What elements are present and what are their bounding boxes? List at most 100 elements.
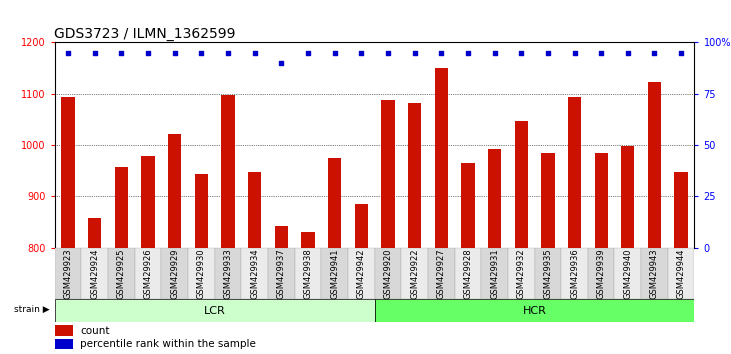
Bar: [295, 248, 322, 299]
Bar: [668, 248, 694, 299]
Point: [249, 50, 260, 56]
Text: LCR: LCR: [204, 306, 226, 316]
Bar: [374, 299, 694, 322]
Text: GSM429931: GSM429931: [490, 248, 499, 299]
Point: [222, 50, 234, 56]
Bar: [408, 103, 421, 248]
Bar: [55, 325, 73, 336]
Bar: [348, 248, 374, 299]
Point: [196, 50, 208, 56]
Text: GSM429944: GSM429944: [677, 248, 686, 299]
Point: [648, 50, 660, 56]
Bar: [55, 338, 73, 349]
Bar: [382, 100, 395, 248]
Point: [382, 50, 394, 56]
Bar: [241, 248, 268, 299]
Point: [569, 50, 580, 56]
Bar: [141, 156, 155, 248]
Point: [542, 50, 553, 56]
Point: [436, 50, 447, 56]
Point: [143, 50, 154, 56]
Bar: [322, 248, 348, 299]
Text: HCR: HCR: [523, 306, 547, 316]
Text: GSM429926: GSM429926: [143, 248, 153, 299]
Bar: [461, 163, 474, 248]
Point: [302, 50, 314, 56]
Text: GSM429927: GSM429927: [436, 248, 446, 299]
Text: GSM429937: GSM429937: [277, 248, 286, 299]
Bar: [648, 82, 661, 248]
Bar: [615, 248, 641, 299]
Point: [169, 50, 181, 56]
Text: GSM429943: GSM429943: [650, 248, 659, 299]
Point: [489, 50, 501, 56]
Text: GSM429929: GSM429929: [170, 248, 179, 299]
Bar: [221, 95, 235, 248]
Point: [355, 50, 367, 56]
Bar: [428, 248, 455, 299]
Bar: [194, 175, 208, 248]
Text: GSM429936: GSM429936: [570, 248, 579, 299]
Text: GSM429941: GSM429941: [330, 248, 339, 299]
Bar: [301, 232, 314, 248]
Bar: [488, 149, 501, 248]
Bar: [188, 248, 215, 299]
Text: GSM429940: GSM429940: [624, 248, 632, 299]
Bar: [328, 158, 341, 248]
Bar: [162, 248, 188, 299]
Text: GSM429938: GSM429938: [303, 248, 313, 299]
Bar: [588, 248, 615, 299]
Bar: [641, 248, 668, 299]
Text: count: count: [80, 326, 110, 336]
Bar: [168, 134, 181, 248]
Bar: [275, 226, 288, 248]
Bar: [594, 153, 608, 248]
Text: GSM429922: GSM429922: [410, 248, 419, 299]
Point: [89, 50, 101, 56]
Text: GSM429939: GSM429939: [596, 248, 606, 299]
Text: GSM429935: GSM429935: [543, 248, 553, 299]
Bar: [561, 248, 588, 299]
Bar: [61, 97, 75, 248]
Text: GSM429924: GSM429924: [91, 248, 99, 299]
Text: GSM429932: GSM429932: [517, 248, 526, 299]
Point: [462, 50, 474, 56]
Point: [409, 50, 420, 56]
Point: [675, 50, 687, 56]
Bar: [55, 248, 81, 299]
Bar: [55, 299, 374, 322]
Bar: [508, 248, 534, 299]
Bar: [541, 153, 555, 248]
Bar: [108, 248, 135, 299]
Bar: [88, 218, 102, 248]
Bar: [215, 248, 241, 299]
Point: [276, 60, 287, 66]
Bar: [355, 204, 368, 248]
Text: GSM429925: GSM429925: [117, 248, 126, 299]
Text: strain ▶: strain ▶: [14, 305, 49, 314]
Bar: [534, 248, 561, 299]
Text: GSM429934: GSM429934: [250, 248, 260, 299]
Point: [329, 50, 341, 56]
Bar: [675, 172, 688, 248]
Point: [595, 50, 607, 56]
Bar: [455, 248, 481, 299]
Bar: [621, 146, 635, 248]
Bar: [568, 97, 581, 248]
Text: GSM429933: GSM429933: [224, 248, 232, 299]
Bar: [435, 68, 448, 248]
Bar: [481, 248, 508, 299]
Text: GSM429930: GSM429930: [197, 248, 206, 299]
Text: GSM429928: GSM429928: [463, 248, 472, 299]
Bar: [248, 172, 262, 248]
Text: GDS3723 / ILMN_1362599: GDS3723 / ILMN_1362599: [54, 28, 235, 41]
Bar: [115, 167, 128, 248]
Point: [62, 50, 74, 56]
Bar: [401, 248, 428, 299]
Bar: [374, 248, 401, 299]
Text: GSM429923: GSM429923: [64, 248, 72, 299]
Text: GSM429920: GSM429920: [384, 248, 393, 299]
Bar: [515, 120, 528, 248]
Bar: [135, 248, 162, 299]
Text: percentile rank within the sample: percentile rank within the sample: [80, 339, 257, 349]
